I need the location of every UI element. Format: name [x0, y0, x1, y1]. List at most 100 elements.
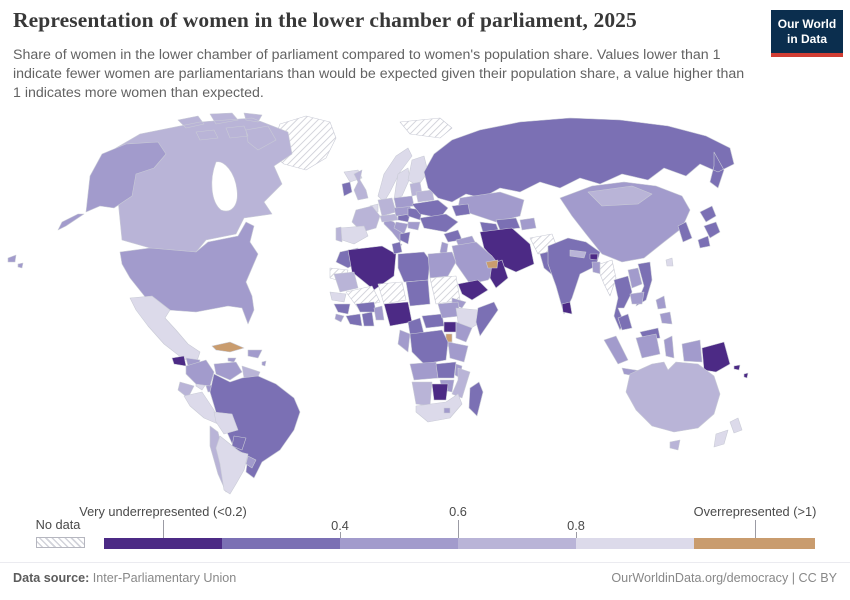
map-region[interactable] [591, 261, 602, 275]
map-region[interactable] [547, 237, 601, 315]
map-region[interactable] [447, 341, 469, 363]
map-region[interactable] [561, 301, 573, 315]
owid-logo-line1: Our World [777, 17, 837, 32]
map-region[interactable] [333, 303, 351, 315]
map-region[interactable] [399, 117, 453, 139]
legend-label-under: Very underrepresented (<0.2) [79, 504, 247, 519]
legend-segment[interactable] [458, 538, 576, 549]
map-region[interactable] [468, 381, 484, 417]
map-region[interactable] [247, 349, 263, 359]
map-region[interactable] [697, 205, 721, 249]
map-region[interactable] [185, 359, 215, 387]
map-region[interactable] [431, 383, 449, 401]
map-region[interactable] [455, 321, 473, 343]
map-region[interactable] [589, 253, 599, 261]
map-region[interactable] [713, 417, 743, 448]
map-region[interactable] [457, 279, 489, 301]
map-region[interactable] [495, 217, 521, 231]
map-region[interactable] [599, 259, 617, 297]
map-region[interactable] [625, 361, 721, 451]
map-region[interactable] [171, 355, 187, 367]
map-region[interactable] [107, 112, 293, 253]
map-region[interactable] [341, 181, 353, 197]
map-region[interactable] [409, 361, 439, 381]
map-region[interactable] [443, 321, 457, 333]
map-region[interactable] [57, 141, 167, 231]
map-region[interactable] [629, 291, 645, 305]
map-region[interactable] [213, 361, 243, 381]
map-region[interactable] [399, 231, 411, 245]
map-region[interactable] [677, 221, 693, 243]
map-region[interactable] [391, 241, 403, 255]
map-region[interactable] [635, 261, 653, 307]
datasource-link[interactable]: Inter-Parliamentary Union [92, 571, 237, 585]
map-region[interactable] [419, 213, 459, 233]
map-region[interactable] [421, 313, 445, 329]
footer-license-link[interactable]: OurWorldinData.org/democracy | CC BY [611, 571, 837, 585]
map-region[interactable] [231, 435, 247, 451]
map-region[interactable] [655, 295, 673, 325]
map-region[interactable] [409, 329, 449, 365]
map-region[interactable] [451, 203, 471, 217]
map-region[interactable] [733, 364, 741, 371]
map-region[interactable] [351, 205, 381, 233]
map-region[interactable] [519, 217, 537, 231]
map-region[interactable] [475, 301, 499, 337]
map-region[interactable] [261, 360, 267, 367]
map-region[interactable] [485, 259, 499, 269]
legend-segment[interactable] [694, 538, 815, 549]
map-region[interactable] [334, 313, 345, 323]
map-region[interactable] [245, 455, 257, 469]
map-region[interactable] [701, 341, 731, 373]
map-region[interactable] [333, 271, 359, 293]
map-region[interactable] [411, 381, 433, 407]
map-region[interactable] [227, 357, 237, 363]
legend-segment[interactable] [340, 538, 458, 549]
map-region[interactable] [405, 279, 431, 307]
map-region[interactable] [329, 291, 347, 303]
map-region[interactable] [613, 275, 633, 331]
map-region[interactable] [393, 167, 411, 201]
legend-no-data-swatch[interactable] [36, 537, 85, 548]
map-region[interactable] [627, 267, 643, 289]
owid-logo[interactable]: Our World in Data [771, 10, 843, 57]
map-region[interactable] [377, 281, 407, 305]
map-region[interactable] [587, 185, 653, 207]
map-region[interactable] [407, 221, 421, 231]
map-region[interactable] [407, 155, 429, 187]
map-region[interactable] [415, 393, 463, 423]
map-region[interactable] [345, 313, 363, 327]
map-region[interactable] [339, 225, 369, 245]
map-region[interactable] [129, 295, 201, 365]
map-region[interactable] [451, 297, 467, 309]
legend-segment[interactable] [576, 538, 694, 549]
map-region[interactable] [559, 181, 691, 263]
map-region[interactable] [569, 249, 587, 259]
map-region[interactable] [335, 226, 343, 243]
map-region[interactable] [353, 169, 369, 201]
map-region[interactable] [373, 305, 385, 321]
map-region[interactable] [411, 199, 449, 219]
map-region[interactable] [423, 117, 735, 203]
legend-tick [458, 520, 459, 538]
map-region[interactable] [435, 361, 457, 379]
map-region[interactable] [377, 197, 397, 217]
map-region[interactable] [211, 341, 245, 353]
map-region[interactable] [393, 195, 415, 209]
legend-segment[interactable] [222, 538, 340, 549]
map-region[interactable] [355, 301, 377, 313]
map-region[interactable] [427, 251, 457, 279]
legend-segment[interactable] [104, 538, 222, 549]
map-region[interactable] [743, 372, 749, 379]
map-region[interactable] [361, 311, 375, 327]
map-region[interactable] [443, 407, 451, 414]
map-region[interactable] [397, 251, 431, 283]
map-region[interactable] [215, 435, 249, 495]
map-region[interactable] [213, 411, 239, 435]
map-region[interactable] [665, 257, 674, 267]
footer-datasource: Data source: Inter-Parliamentary Union [13, 571, 236, 585]
map-region[interactable] [7, 254, 24, 269]
map-region[interactable] [397, 329, 411, 353]
map-region[interactable] [415, 189, 435, 203]
